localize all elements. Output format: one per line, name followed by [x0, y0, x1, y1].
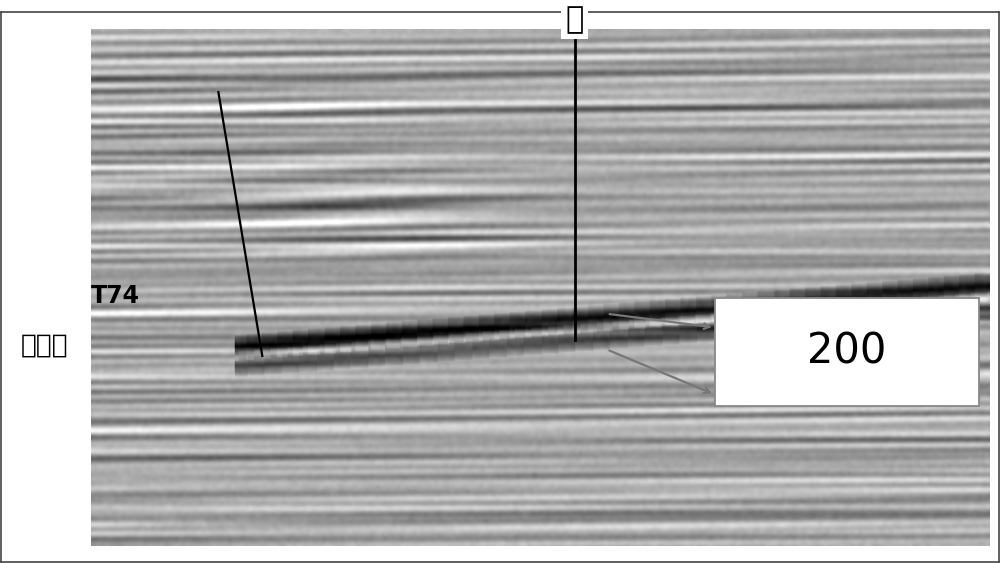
- Text: 200: 200: [807, 331, 887, 373]
- Text: 井: 井: [566, 6, 584, 34]
- Text: T74: T74: [91, 284, 140, 307]
- Text: 强界面: 强界面: [21, 332, 68, 358]
- Bar: [715, 298, 979, 405]
